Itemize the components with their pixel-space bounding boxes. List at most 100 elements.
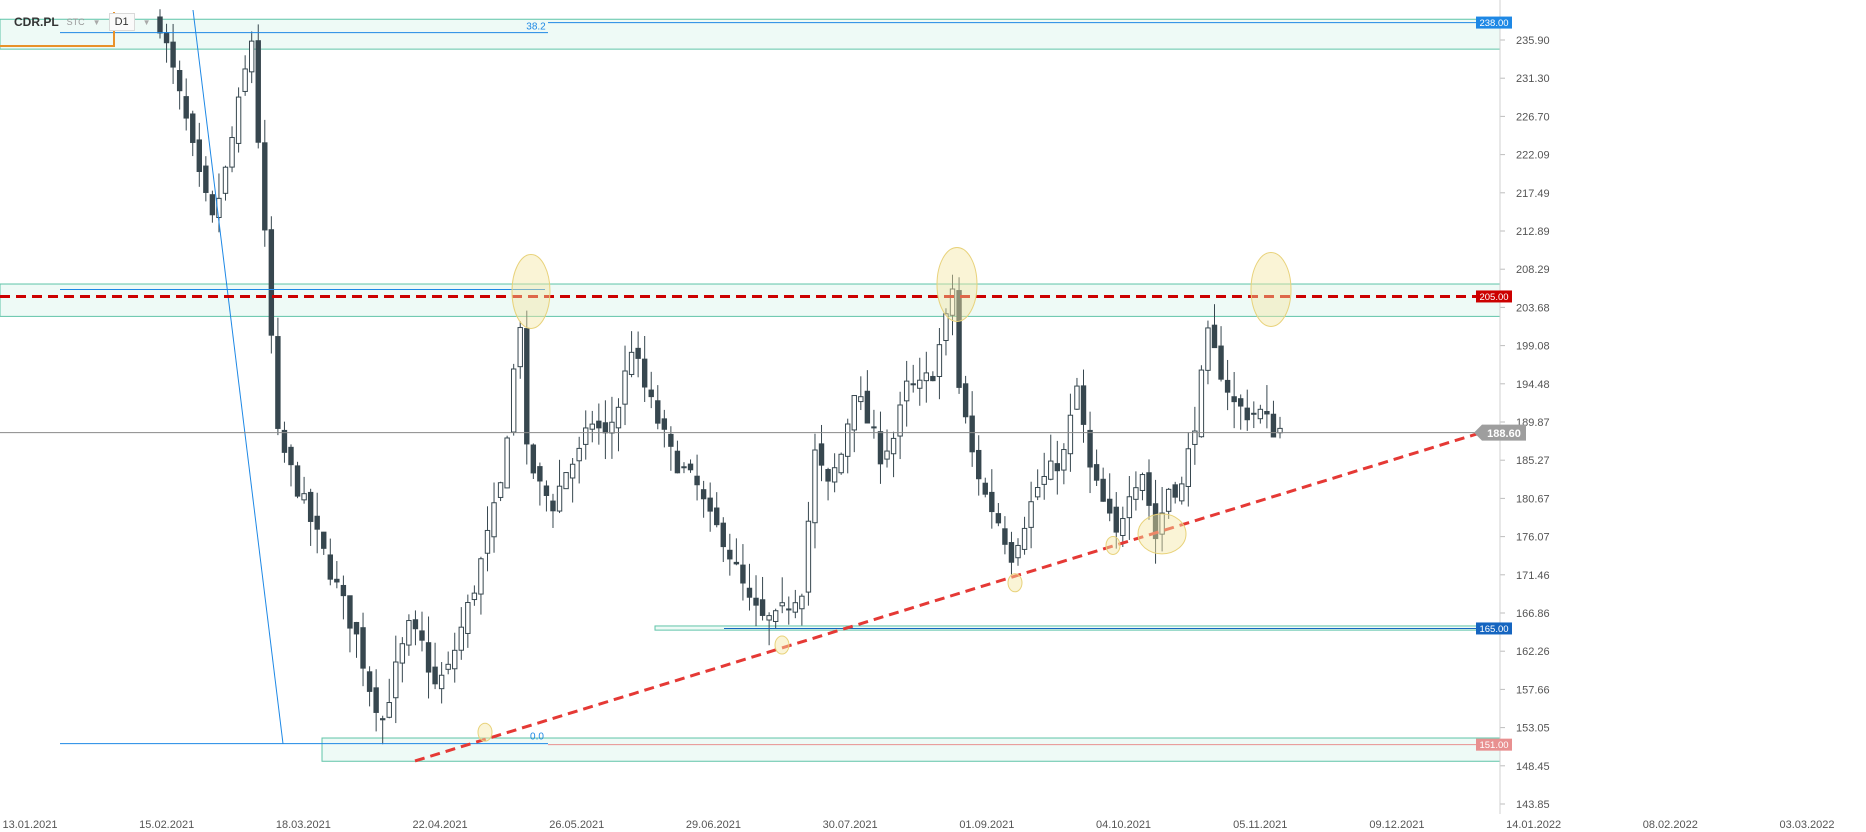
candle-body — [864, 390, 871, 424]
highlight-circle — [511, 253, 551, 329]
candle-body — [1126, 496, 1133, 519]
candle-body — [1185, 448, 1192, 487]
y-tick-label: 180.67 — [1516, 493, 1550, 505]
candle-body — [1074, 385, 1080, 410]
candle-body — [1100, 478, 1106, 502]
candle-body — [157, 16, 163, 34]
y-tick-label: 199.08 — [1516, 341, 1550, 353]
x-tick-label: 08.02.2022 — [1643, 819, 1698, 831]
y-axis: 235.90 231.30 226.70 222.09 217.49 212.89 208.… — [1499, 0, 1550, 814]
candle-body — [242, 68, 248, 92]
candle-body — [524, 328, 530, 445]
candle-body — [707, 497, 713, 512]
candle-body — [884, 450, 890, 460]
candle-body — [674, 450, 681, 474]
y-tick-label: 226.70 — [1516, 111, 1550, 123]
candle-body — [222, 166, 229, 194]
candle-body — [334, 578, 340, 583]
y-tick-label: 235.90 — [1516, 35, 1550, 47]
candle-body — [917, 379, 923, 389]
highlight-circle — [477, 722, 493, 742]
candle-body — [419, 630, 425, 641]
candle-body — [406, 620, 412, 646]
candle-body — [583, 427, 589, 445]
price-label-box — [1476, 16, 1512, 29]
candle-body — [484, 529, 491, 554]
candle-body — [301, 493, 307, 501]
candle-body — [903, 380, 910, 402]
candle-body — [183, 96, 189, 119]
symbol-label[interactable]: CDR.PL — [14, 15, 59, 29]
candle-body — [1054, 463, 1061, 472]
candle-body — [766, 615, 772, 621]
candle-body — [700, 489, 707, 500]
y-tick-label: 212.89 — [1516, 226, 1550, 238]
candle-body — [923, 372, 930, 382]
candle-body — [497, 482, 504, 498]
candle-body — [720, 522, 726, 548]
x-axis: 13.01.2021 15.02.2021 18.03.2021 22.04.2021… — [2, 819, 1834, 831]
fib-label-0: 0.0 — [530, 732, 544, 743]
candle-body — [1034, 487, 1041, 498]
candle-body — [622, 370, 628, 405]
price-label-box — [1476, 738, 1512, 751]
candle-body — [412, 619, 419, 630]
candle-body — [779, 602, 785, 607]
x-tick-label: 30.07.2021 — [823, 819, 878, 831]
y-tick-label: 157.66 — [1516, 684, 1550, 696]
candle-body — [962, 383, 969, 418]
candle-body — [648, 389, 654, 398]
y-tick-label: 143.85 — [1516, 799, 1550, 811]
candle-body — [858, 396, 864, 403]
timeframe-select[interactable]: D1 — [108, 13, 135, 31]
candle-body — [438, 674, 445, 690]
candle-body — [1172, 484, 1178, 498]
price-label-text: 238.00 — [1479, 18, 1508, 29]
candle-body — [714, 507, 720, 526]
candle-body — [1008, 542, 1015, 563]
candle-body — [556, 485, 563, 512]
y-tick-label: 153.05 — [1516, 723, 1550, 735]
candle-body — [294, 465, 301, 497]
candle-body — [995, 513, 1002, 524]
y-tick-label: 185.27 — [1516, 455, 1550, 467]
candle-body — [589, 423, 595, 430]
candle-body — [1198, 369, 1205, 438]
timeframe-dropdown-icon[interactable]: ▼ — [142, 17, 151, 27]
price-label-text: 188.60 — [1487, 428, 1521, 440]
x-tick-label: 05.11.2021 — [1233, 819, 1287, 831]
candle-body — [373, 687, 379, 713]
candle-body — [969, 415, 975, 453]
candle-body — [740, 564, 746, 584]
candle-body — [890, 437, 897, 455]
candle-body — [275, 336, 281, 429]
candle-body — [1015, 544, 1021, 559]
highlight-circle — [1007, 573, 1023, 593]
candle-body — [818, 443, 825, 466]
highlight-circle — [1137, 513, 1187, 555]
candle-body — [1159, 512, 1165, 535]
candle-body — [1002, 528, 1008, 545]
candle-body — [1093, 464, 1100, 481]
candle-body — [576, 447, 582, 462]
candle-body — [1179, 483, 1185, 502]
candle-body — [930, 375, 936, 382]
candle-body — [1080, 385, 1087, 425]
candle-body — [976, 449, 982, 480]
candle-body — [635, 347, 641, 359]
candle-body — [465, 602, 471, 634]
candle-body — [1152, 503, 1159, 540]
candle-body — [458, 626, 464, 651]
candle-body — [877, 431, 884, 465]
candle-body — [1048, 460, 1054, 480]
candle-body — [1107, 498, 1113, 514]
candle-body — [982, 482, 988, 495]
source-dropdown-icon[interactable]: ▼ — [92, 17, 101, 27]
candle-body — [229, 137, 235, 168]
candle-body — [517, 327, 523, 368]
y-tick-label: 217.49 — [1516, 188, 1550, 200]
candle-body — [1244, 407, 1250, 421]
y-tick-label: 162.26 — [1516, 646, 1550, 658]
candle-body — [1251, 412, 1257, 415]
